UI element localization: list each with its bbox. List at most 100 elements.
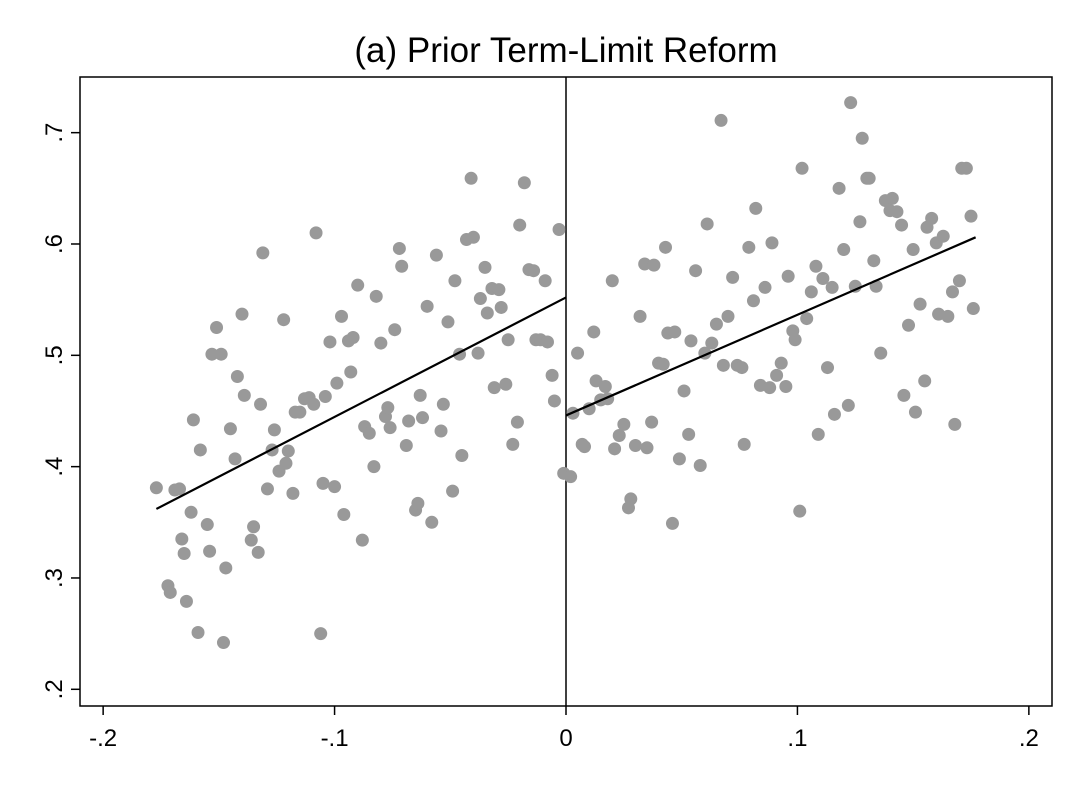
- data-point: [513, 218, 527, 232]
- data-point: [897, 388, 911, 402]
- data-point: [948, 417, 962, 431]
- data-point: [952, 274, 966, 288]
- data-point: [844, 96, 858, 110]
- data-point: [388, 323, 402, 337]
- data-point: [374, 336, 388, 350]
- data-point: [709, 317, 723, 331]
- data-point: [587, 325, 601, 339]
- y-tick-label: .6: [41, 234, 68, 254]
- y-tick-label: .2: [41, 679, 68, 699]
- data-point: [781, 269, 795, 283]
- data-point: [964, 209, 978, 223]
- data-point: [890, 205, 904, 219]
- data-point: [244, 533, 258, 547]
- data-points: [149, 96, 980, 650]
- data-point: [281, 444, 295, 458]
- data-point: [223, 422, 237, 436]
- data-point: [214, 347, 228, 361]
- data-point: [966, 302, 980, 316]
- data-point: [746, 294, 760, 308]
- data-point: [721, 309, 735, 323]
- data-point: [448, 274, 462, 288]
- data-point: [540, 335, 554, 349]
- data-point: [885, 191, 899, 205]
- data-point: [260, 482, 274, 496]
- data-point: [337, 508, 351, 522]
- data-point: [837, 243, 851, 257]
- data-point: [492, 283, 506, 297]
- data-point: [510, 415, 524, 429]
- data-point: [455, 449, 469, 463]
- data-point: [848, 279, 862, 293]
- data-point: [941, 309, 955, 323]
- data-point: [841, 398, 855, 412]
- data-point: [395, 259, 409, 273]
- data-point: [742, 240, 756, 254]
- data-point: [689, 264, 703, 278]
- data-point: [758, 280, 772, 294]
- data-point: [173, 482, 187, 496]
- data-point: [501, 333, 515, 347]
- data-point: [230, 369, 244, 383]
- data-point: [344, 365, 358, 379]
- data-point: [446, 484, 460, 498]
- data-point: [351, 278, 365, 292]
- data-point: [330, 376, 344, 390]
- data-point: [163, 585, 177, 599]
- data-point: [582, 402, 596, 416]
- data-point: [346, 331, 360, 345]
- data-point: [256, 246, 270, 260]
- data-point: [383, 421, 397, 435]
- data-point: [656, 357, 670, 371]
- data-point: [853, 215, 867, 229]
- data-point: [402, 414, 416, 428]
- fit-lines: [155, 236, 977, 510]
- data-point: [307, 397, 321, 411]
- data-point: [425, 515, 439, 529]
- data-point: [821, 361, 835, 375]
- data-point: [545, 368, 559, 382]
- x-tick-label: -.2: [89, 725, 117, 752]
- data-point: [832, 181, 846, 195]
- data-point: [737, 437, 751, 451]
- data-point: [918, 374, 932, 388]
- data-point: [362, 426, 376, 440]
- data-point: [228, 452, 242, 466]
- data-point: [381, 401, 395, 415]
- data-point: [959, 161, 973, 175]
- data-point: [200, 518, 214, 532]
- data-point: [328, 480, 342, 494]
- fit-line-right: [565, 236, 977, 417]
- data-point: [677, 384, 691, 398]
- data-point: [205, 347, 219, 361]
- data-point: [277, 313, 291, 327]
- data-point: [193, 443, 207, 457]
- data-point: [902, 318, 916, 332]
- data-point: [862, 171, 876, 185]
- data-point: [908, 405, 922, 419]
- y-tick-label: .3: [41, 568, 68, 588]
- data-point: [177, 546, 191, 560]
- data-point: [668, 325, 682, 339]
- data-point: [578, 440, 592, 454]
- data-point: [309, 226, 323, 240]
- data-point: [827, 407, 841, 421]
- data-point: [499, 377, 513, 391]
- data-point: [816, 272, 830, 286]
- chart-title: (a) Prior Term-Limit Reform: [354, 31, 777, 70]
- data-point: [804, 285, 818, 299]
- data-point: [471, 346, 485, 360]
- data-point: [749, 201, 763, 215]
- data-point: [293, 405, 307, 419]
- y-tick-label: .7: [41, 123, 68, 143]
- data-point: [672, 452, 686, 466]
- data-point: [605, 274, 619, 288]
- data-point: [179, 594, 193, 608]
- data-point: [726, 270, 740, 284]
- data-point: [237, 388, 251, 402]
- data-point: [411, 496, 425, 510]
- data-point: [538, 274, 552, 288]
- data-point: [323, 335, 337, 349]
- x-axis: -.2 -.1 0 .1 .2: [89, 706, 1039, 752]
- data-point: [640, 441, 654, 455]
